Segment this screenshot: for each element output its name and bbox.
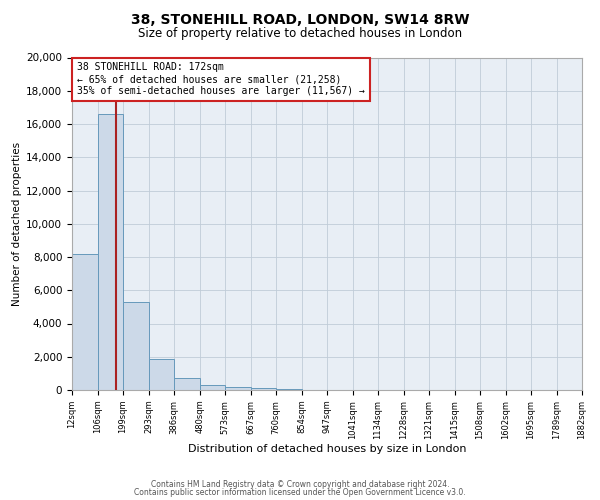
Text: 38, STONEHILL ROAD, LONDON, SW14 8RW: 38, STONEHILL ROAD, LONDON, SW14 8RW (131, 12, 469, 26)
Text: 38 STONEHILL ROAD: 172sqm
← 65% of detached houses are smaller (21,258)
35% of s: 38 STONEHILL ROAD: 172sqm ← 65% of detac… (77, 62, 365, 96)
Bar (98, 114, 123, 390)
Bar (251, 388, 276, 390)
X-axis label: Distribution of detached houses by size in London: Distribution of detached houses by size … (188, 444, 466, 454)
Text: Contains HM Land Registry data © Crown copyright and database right 2024.: Contains HM Land Registry data © Crown c… (151, 480, 449, 489)
Bar (200, 386, 225, 390)
Bar (123, 302, 149, 390)
Bar (149, 359, 174, 390)
Y-axis label: Number of detached properties: Number of detached properties (12, 142, 22, 306)
Text: Size of property relative to detached houses in London: Size of property relative to detached ho… (138, 28, 462, 40)
Bar (72, 254, 98, 390)
Bar (276, 388, 302, 390)
Bar (174, 378, 200, 390)
Bar (225, 387, 251, 390)
Text: Contains public sector information licensed under the Open Government Licence v3: Contains public sector information licen… (134, 488, 466, 497)
